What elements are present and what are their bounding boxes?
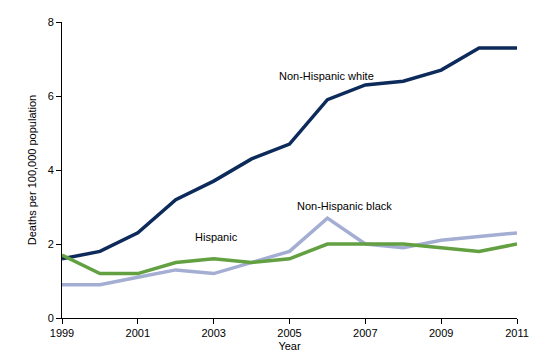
svg-text:2005: 2005: [277, 327, 301, 339]
svg-text:2: 2: [48, 238, 54, 250]
svg-text:2003: 2003: [201, 327, 225, 339]
svg-text:Year: Year: [278, 340, 301, 352]
svg-text:2001: 2001: [126, 327, 150, 339]
svg-text:2007: 2007: [353, 327, 377, 339]
svg-text:Hispanic: Hispanic: [195, 231, 238, 243]
svg-text:1999: 1999: [50, 327, 74, 339]
svg-text:2011: 2011: [505, 327, 529, 339]
svg-text:2009: 2009: [429, 327, 453, 339]
svg-text:6: 6: [48, 90, 54, 102]
svg-text:8: 8: [48, 16, 54, 28]
svg-text:0: 0: [48, 312, 54, 324]
svg-text:Non-Hispanic black: Non-Hispanic black: [297, 200, 392, 212]
svg-text:4: 4: [48, 164, 54, 176]
svg-text:Non-Hispanic white: Non-Hispanic white: [279, 70, 374, 82]
svg-text:Deaths per 100,000 population: Deaths per 100,000 population: [26, 95, 38, 245]
